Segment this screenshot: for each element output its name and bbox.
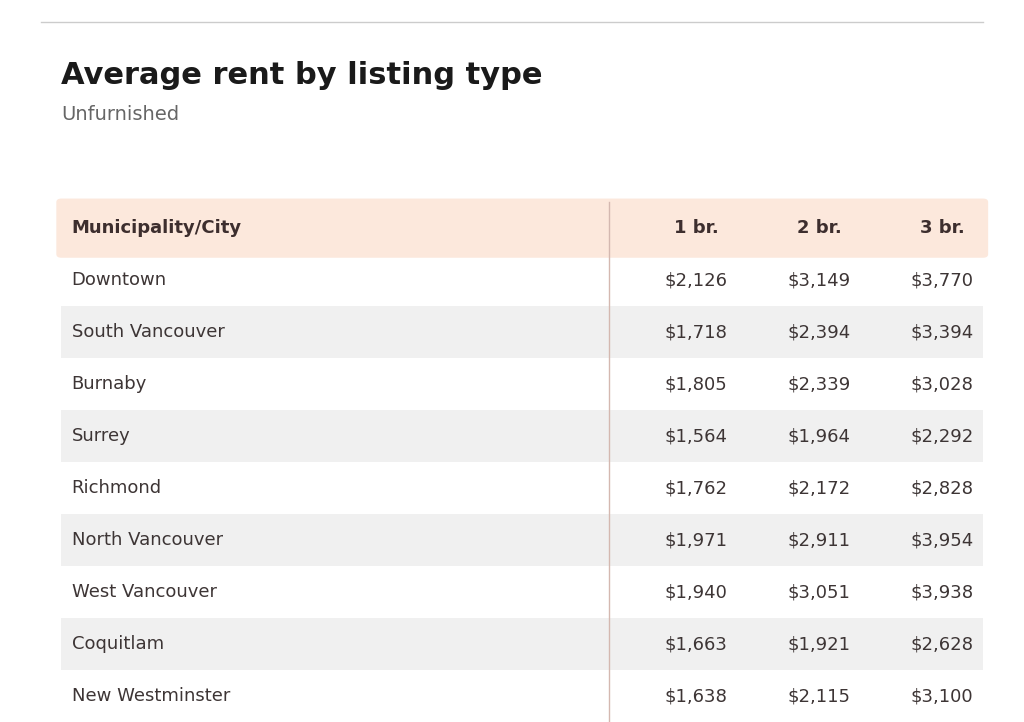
Text: $1,805: $1,805 [665,375,728,393]
Text: Burnaby: Burnaby [72,375,147,393]
Text: New Westminster: New Westminster [72,687,230,705]
FancyBboxPatch shape [56,199,988,258]
Text: Municipality/City: Municipality/City [72,219,242,237]
Text: 3 br.: 3 br. [920,219,965,237]
Text: $1,964: $1,964 [787,427,851,445]
Text: $2,292: $2,292 [910,427,974,445]
Text: North Vancouver: North Vancouver [72,531,223,549]
Text: 1 br.: 1 br. [674,219,719,237]
Text: $1,638: $1,638 [665,687,728,705]
Text: Coquitlam: Coquitlam [72,635,164,653]
Text: $3,149: $3,149 [787,271,851,289]
Text: $2,828: $2,828 [910,479,974,497]
Text: $3,394: $3,394 [910,323,974,341]
Text: $3,100: $3,100 [910,687,974,705]
Text: $1,971: $1,971 [665,531,728,549]
Text: $3,954: $3,954 [910,531,974,549]
Text: $1,762: $1,762 [665,479,728,497]
Text: $3,938: $3,938 [910,583,974,601]
Text: $1,940: $1,940 [665,583,728,601]
Text: Downtown: Downtown [72,271,167,289]
Text: $2,172: $2,172 [787,479,851,497]
Text: Richmond: Richmond [72,479,162,497]
Text: Surrey: Surrey [72,427,130,445]
Text: $1,663: $1,663 [665,635,728,653]
Text: $1,564: $1,564 [665,427,728,445]
Text: $2,911: $2,911 [787,531,851,549]
Text: Average rent by listing type: Average rent by listing type [61,61,543,90]
Text: $2,394: $2,394 [787,323,851,341]
Text: $3,051: $3,051 [787,583,851,601]
Text: $2,126: $2,126 [665,271,728,289]
Text: $1,921: $1,921 [787,635,851,653]
Text: $3,770: $3,770 [910,271,974,289]
Bar [61,306,983,358]
Bar [61,618,983,670]
Text: $2,115: $2,115 [787,687,851,705]
Text: $3,028: $3,028 [910,375,974,393]
Text: $2,628: $2,628 [910,635,974,653]
Text: 2 br.: 2 br. [797,219,842,237]
Text: West Vancouver: West Vancouver [72,583,217,601]
Text: $1,718: $1,718 [665,323,728,341]
Text: $2,339: $2,339 [787,375,851,393]
Text: South Vancouver: South Vancouver [72,323,224,341]
Bar [61,514,983,566]
Bar [61,410,983,462]
Text: Unfurnished: Unfurnished [61,105,179,123]
